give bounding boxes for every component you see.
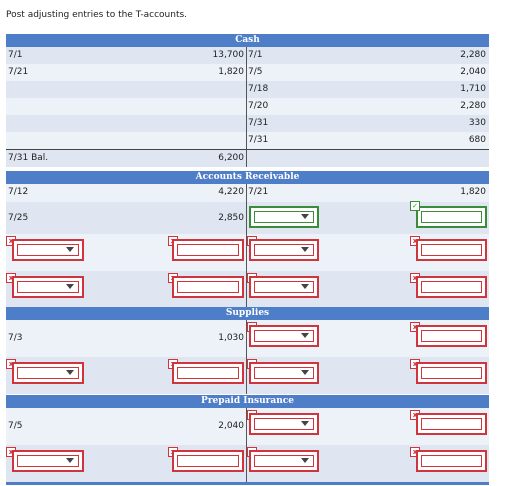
- next-account-header-edge: [6, 482, 489, 485]
- prepaid-row: 7/5 2,040 x x: [6, 408, 489, 445]
- cash-row: 7/21 1,820 7/5 2,040: [6, 64, 489, 81]
- debit-amount-input[interactable]: [172, 276, 244, 298]
- dropdown-arrow-icon: [301, 370, 309, 375]
- debit-amount: 1,820: [218, 67, 244, 77]
- ar-input-row: x x x x: [6, 271, 489, 308]
- credit-amount: 1,820: [460, 187, 486, 197]
- credit-amount-input[interactable]: [416, 362, 487, 384]
- debit-date: 7/1: [8, 50, 23, 60]
- credit-amount-input[interactable]: [416, 239, 487, 261]
- accounts-receivable-header: Accounts Receivable: [6, 171, 489, 184]
- supplies-row: 7/3 1,030 x x: [6, 320, 489, 357]
- dropdown-arrow-icon: [66, 284, 74, 289]
- credit-amount-input[interactable]: [416, 413, 487, 435]
- credit-amount-input[interactable]: [416, 325, 487, 347]
- balance-label: 7/31 Bal.: [8, 153, 49, 163]
- credit-amount: 1,710: [460, 84, 486, 94]
- instructions: Post adjusting entries to the T-accounts…: [6, 10, 188, 20]
- accounts-receivable-t-account: Accounts Receivable 7/12 4,220 7/21 1,82…: [6, 171, 489, 308]
- credit-date-select[interactable]: [249, 362, 319, 384]
- supplies-header: Supplies: [6, 307, 489, 320]
- credit-date-select[interactable]: [249, 325, 319, 347]
- ar-input-row: x x x x: [6, 234, 489, 271]
- credit-amount: 2,280: [460, 50, 486, 60]
- debit-date-select[interactable]: [12, 276, 84, 298]
- dropdown-arrow-icon: [301, 333, 309, 338]
- dropdown-arrow-icon: [301, 214, 309, 219]
- credit-amount-input[interactable]: [416, 450, 487, 472]
- credit-date-select[interactable]: [249, 206, 319, 228]
- dropdown-arrow-icon: [301, 458, 309, 463]
- cash-row: 7/18 1,710: [6, 81, 489, 98]
- debit-date: 7/25: [8, 213, 29, 223]
- cash-row: 7/20 2,280: [6, 98, 489, 115]
- credit-date: 7/31: [248, 135, 269, 145]
- dropdown-arrow-icon: [301, 284, 309, 289]
- debit-amount: 2,040: [218, 421, 244, 431]
- ar-row: 7/12 4,220 7/21 1,820: [6, 184, 489, 202]
- cash-balance-row: 7/31 Bal. 6,200: [6, 149, 489, 167]
- debit-date: 7/12: [8, 187, 29, 197]
- dropdown-arrow-icon: [66, 458, 74, 463]
- debit-date-select[interactable]: [12, 450, 84, 472]
- prepaid-insurance-header: Prepaid Insurance: [6, 395, 489, 408]
- prepaid-insurance-t-account: Prepaid Insurance 7/5 2,040 x x x x x x: [6, 395, 489, 485]
- dropdown-arrow-icon: [66, 247, 74, 252]
- debit-date-select[interactable]: [12, 239, 84, 261]
- ar-row: 7/25 2,850 ✓: [6, 201, 489, 234]
- cash-row: 7/31 330: [6, 115, 489, 132]
- credit-date: 7/18: [248, 84, 269, 94]
- debit-amount: 2,850: [218, 213, 244, 223]
- debit-date-select[interactable]: [12, 362, 84, 384]
- check-mark-icon: ✓: [410, 201, 420, 211]
- credit-date: 7/1: [248, 50, 263, 60]
- supplies-input-row: x x x x: [6, 357, 489, 394]
- credit-date-select[interactable]: [249, 450, 319, 472]
- credit-amount-input[interactable]: [416, 206, 487, 228]
- debit-date: 7/5: [8, 421, 23, 431]
- debit-date: 7/21: [8, 67, 29, 77]
- cash-row: 7/1 13,700 7/1 2,280: [6, 47, 489, 64]
- cash-header: Cash: [6, 34, 489, 47]
- balance-amount: 6,200: [218, 153, 244, 163]
- debit-amount-input[interactable]: [172, 450, 244, 472]
- credit-amount: 330: [468, 118, 486, 128]
- debit-amount: 13,700: [212, 50, 245, 60]
- credit-date: 7/5: [248, 67, 263, 77]
- credit-date: 7/31: [248, 118, 269, 128]
- debit-amount: 4,220: [218, 187, 244, 197]
- debit-amount-input[interactable]: [172, 362, 244, 384]
- credit-date-select[interactable]: [249, 239, 319, 261]
- prepaid-input-row: x x x x: [6, 445, 489, 482]
- credit-amount: 680: [468, 135, 486, 145]
- supplies-t-account: Supplies 7/3 1,030 x x x x x x: [6, 307, 489, 394]
- debit-amount-input[interactable]: [172, 239, 244, 261]
- debit-date: 7/3: [8, 333, 23, 343]
- credit-date-select[interactable]: [249, 413, 319, 435]
- credit-amount-input[interactable]: [416, 276, 487, 298]
- credit-date-select[interactable]: [249, 276, 319, 298]
- credit-amount: 2,040: [460, 67, 486, 77]
- debit-amount: 1,030: [218, 333, 244, 343]
- dropdown-arrow-icon: [66, 370, 74, 375]
- cash-row: 7/31 680: [6, 132, 489, 149]
- dropdown-arrow-icon: [301, 247, 309, 252]
- credit-amount: 2,280: [460, 101, 486, 111]
- credit-date: 7/21: [248, 187, 269, 197]
- cash-t-account: Cash 7/1 13,700 7/1 2,280 7/21 1,820 7/5…: [6, 34, 489, 167]
- dropdown-arrow-icon: [301, 421, 309, 426]
- credit-date: 7/20: [248, 101, 269, 111]
